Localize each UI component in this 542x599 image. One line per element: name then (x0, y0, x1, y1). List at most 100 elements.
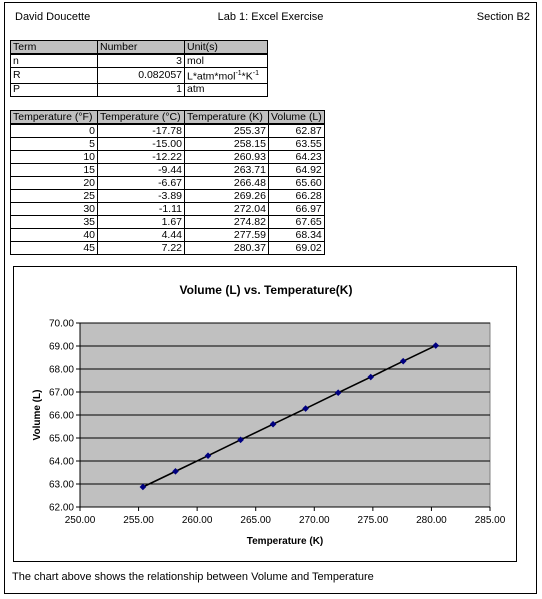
cell-temp-c: -6.67 (97, 176, 185, 190)
unit-mid: *K (241, 70, 253, 83)
unit-base: L*atm*mol (187, 70, 236, 83)
data-point (237, 436, 244, 444)
cell-volume: 64.23 (268, 150, 325, 164)
page-title: Lab 1: Excel Exercise (217, 11, 324, 23)
worksheet-page: David Doucette Lab 1: Excel Exercise Sec… (4, 2, 537, 594)
cell-temp-k: 280.37 (184, 241, 269, 255)
data-point (302, 405, 309, 412)
cell-temp-k: 274.82 (184, 215, 269, 229)
cell-temp-f: 20 (10, 176, 98, 190)
col-number: Number (97, 40, 185, 55)
table-row: 0 -17.78 255.37 62.87 (10, 123, 325, 138)
cell-number: 3 (97, 53, 185, 68)
chart-title: Volume (L) vs. Temperature(K) (180, 283, 353, 297)
y-tick-label: 65.00 (49, 434, 74, 445)
cell-unit: atm (184, 82, 268, 97)
x-tick-label: 250.00 (65, 515, 96, 526)
table-row: n 3 mol (10, 53, 268, 68)
table-row: 40 4.44 277.59 68.34 (10, 228, 325, 242)
cell-temp-k: 258.15 (184, 137, 269, 151)
cell-temp-f: 35 (10, 215, 98, 229)
col-term: Term (10, 40, 98, 55)
table-row: 30 -1.11 272.04 66.97 (10, 202, 325, 216)
cell-temp-f: 0 (10, 123, 98, 138)
table-row: 15 -9.44 263.71 64.92 (10, 163, 325, 177)
y-tick-label: 68.00 (49, 365, 74, 376)
unit-exponent: -1 (235, 70, 242, 77)
chart-container: Volume (L) vs. Temperature(K) 62.00 63.00 6… (13, 266, 517, 562)
x-tick-label: 265.00 (240, 515, 271, 526)
y-tick-label: 67.00 (49, 388, 74, 399)
data-point (172, 468, 179, 475)
cell-temp-k: 263.71 (184, 163, 269, 177)
cell-temp-c: -12.22 (97, 150, 185, 164)
cell-temp-f: 10 (10, 150, 98, 164)
y-tick-label: 64.00 (49, 457, 74, 468)
parameters-table: Term Number Unit(s) n 3 mol R 0.082057 L… (10, 40, 268, 97)
cell-temp-c: -1.11 (97, 202, 185, 216)
data-point (139, 483, 147, 491)
cell-number: 1 (97, 82, 185, 97)
table-row: 45 7.22 280.37 69.02 (10, 241, 325, 255)
cell-temp-k: 260.93 (184, 150, 269, 164)
table-row: 35 1.67 274.82 67.65 (10, 215, 325, 229)
table-row: 25 -3.89 269.26 66.28 (10, 189, 325, 203)
y-tick-label: 70.00 (49, 319, 74, 330)
col-temp-k: Temperature (K) (184, 110, 269, 125)
y-axis-label: Volume (L) (32, 390, 43, 441)
cell-temp-c: 7.22 (97, 241, 185, 255)
cell-term: R (10, 67, 98, 84)
cell-temp-c: 1.67 (97, 215, 185, 229)
col-volume: Volume (L) (268, 110, 325, 125)
table-row: 5 -15.00 258.15 63.55 (10, 137, 325, 151)
col-temp-f: Temperature (°F) (10, 110, 98, 125)
cell-volume: 67.65 (268, 215, 325, 229)
author-name: David Doucette (15, 11, 91, 23)
y-tick-label: 69.00 (49, 342, 74, 353)
data-point (269, 420, 277, 428)
cell-temp-f: 25 (10, 189, 98, 203)
data-point (432, 342, 440, 349)
cell-temp-k: 272.04 (184, 202, 269, 216)
cell-temp-f: 5 (10, 137, 98, 151)
col-temp-c: Temperature (°C) (97, 110, 185, 125)
cell-term: P (10, 82, 98, 97)
series-line (142, 344, 437, 488)
x-axis-label: Temperature (K) (247, 536, 324, 547)
cell-volume: 63.55 (268, 137, 325, 151)
table-row: 10 -12.22 260.93 64.23 (10, 150, 325, 164)
table-row: 20 -6.67 266.48 65.60 (10, 176, 325, 190)
data-point (367, 373, 375, 381)
cell-temp-c: -15.00 (97, 137, 185, 151)
table-row: R 0.082057 L*atm*mol-1*K-1 (10, 67, 268, 84)
x-tick-label: 285.00 (475, 515, 506, 526)
cell-number: 0.082057 (97, 67, 185, 84)
cell-volume: 68.34 (268, 228, 325, 242)
x-tick-label: 255.00 (123, 515, 154, 526)
x-tick-label: 280.00 (416, 515, 447, 526)
y-tick-label: 63.00 (49, 480, 74, 491)
temperature-table: Temperature (°F) Temperature (°C) Temper… (10, 110, 325, 255)
cell-temp-c: -9.44 (97, 163, 185, 177)
cell-temp-k: 277.59 (184, 228, 269, 242)
data-point (334, 389, 342, 396)
chart-caption: The chart above shows the relationship b… (12, 571, 374, 583)
cell-volume: 66.28 (268, 189, 325, 203)
cell-temp-c: -3.89 (97, 189, 185, 203)
cell-temp-c: -17.78 (97, 123, 185, 138)
cell-temp-f: 40 (10, 228, 98, 242)
cell-temp-f: 45 (10, 241, 98, 255)
cell-volume: 65.60 (268, 176, 325, 190)
section-label: Section B2 (476, 11, 530, 23)
cell-volume: 64.92 (268, 163, 325, 177)
y-tick-label: 62.00 (49, 503, 74, 514)
cell-unit: mol (184, 53, 268, 68)
data-point (399, 357, 407, 365)
cell-temp-f: 30 (10, 202, 98, 216)
x-tick-label: 260.00 (182, 515, 213, 526)
col-units: Unit(s) (184, 40, 268, 55)
data-point (204, 452, 212, 460)
cell-volume: 69.02 (268, 241, 325, 255)
volume-temperature-chart: Volume (L) vs. Temperature(K) 62.00 63.00 6… (32, 283, 506, 547)
y-tick-label: 66.00 (49, 411, 74, 422)
